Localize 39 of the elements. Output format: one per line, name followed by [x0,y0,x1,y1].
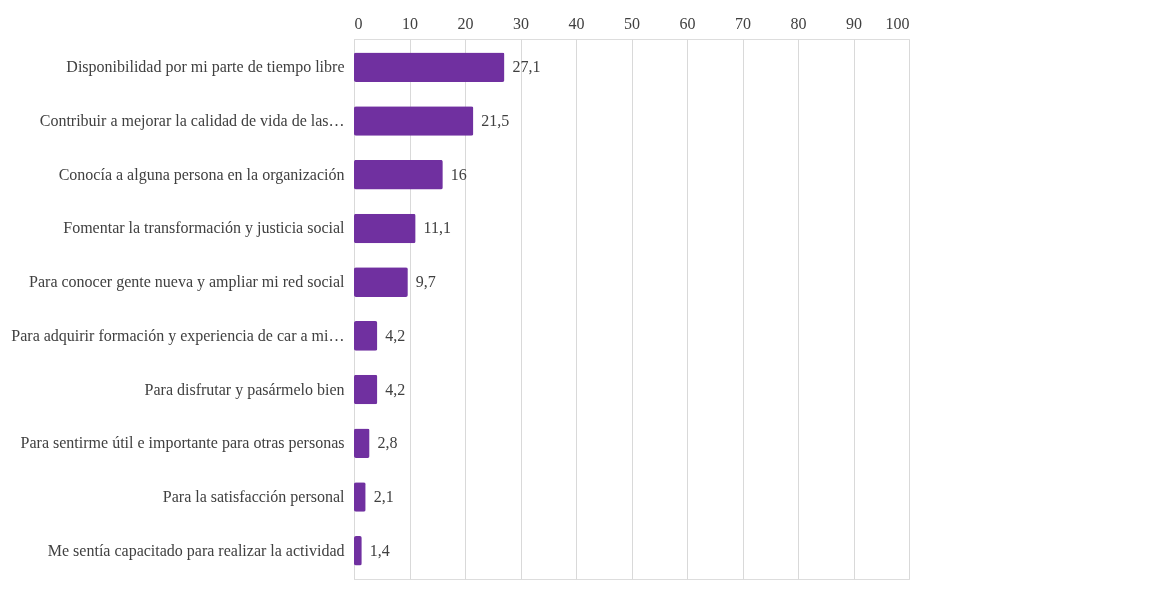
x-tick-label: 60 [679,14,696,32]
bar [354,106,474,136]
bar [354,213,416,244]
data-label: 1,4 [369,541,390,559]
bar [354,159,443,190]
x-tick-label: 50 [624,14,640,32]
data-label: 4,2 [385,380,406,398]
y-tick-label: Disponibilidad por mi parte de tiempo libre [66,58,345,77]
y-tick-label: Para sentirme útil e importante para otras personas [20,434,345,453]
y-tick-label: Para adquirir formación y experiencia de car a mi… [11,326,345,345]
data-label: 11,1 [423,219,452,237]
bar [354,267,408,297]
bar [354,374,378,405]
data-label: 2,8 [377,434,398,452]
x-tick-label: 40 [568,14,585,32]
data-label: 16 [450,165,467,183]
x-tick-label: 30 [513,14,529,32]
y-tick-label: Para conocer gente nueva y ampliar mi red social [29,273,346,292]
y-tick-label: Para disfrutar y pasármelo bien [144,380,345,399]
y-tick-label: Contribuir a mejorar la calidad de vida de las… [39,111,345,130]
data-label: 4,2 [385,326,406,344]
data-label: 21,5 [481,111,510,129]
x-tick-label: 80 [790,14,807,32]
y-tick-label: Para la satisfacción personal [162,488,346,507]
data-label: 9,7 [415,273,436,291]
x-tick-label: 0 [354,14,363,32]
data-label: 2,1 [373,488,394,506]
x-tick-label: 20 [457,14,474,32]
x-tick-label: 100 [885,14,910,32]
y-tick-label: Me sentía capacitado para realizar la actividad [47,541,345,560]
bar [354,321,378,351]
bar [354,52,505,82]
y-tick-label: Conocía a alguna persona en la organización [58,165,345,184]
x-tick-label: 10 [402,14,418,32]
x-tick-label: 90 [846,14,862,32]
bar [354,428,370,459]
y-tick-label: Fomentar la transformación y justicia social [63,219,346,238]
x-tick-label: 70 [735,14,751,32]
data-label: 27,1 [512,58,541,76]
